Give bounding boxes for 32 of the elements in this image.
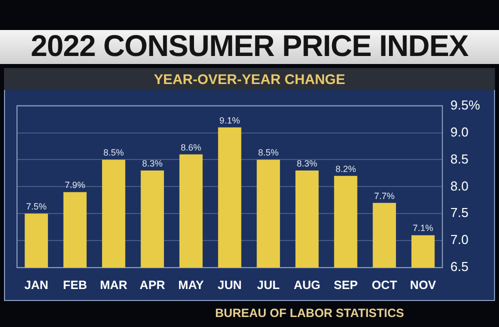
data-label: 9.1% xyxy=(219,115,240,126)
y-tick-label: 7.0 xyxy=(450,232,468,248)
x-tick-label: SEP xyxy=(334,278,358,292)
x-tick-label: NOV xyxy=(410,278,436,292)
data-label: 8.2% xyxy=(335,164,356,174)
x-tick-label: APR xyxy=(140,278,166,292)
data-label: 7.5% xyxy=(26,202,47,212)
data-label: 8.3% xyxy=(142,158,163,169)
y-tick-label: 6.5 xyxy=(450,259,468,274)
chart-title: 2022 CONSUMER PRICE INDEX xyxy=(0,30,499,64)
y-tick-label: 7.5 xyxy=(450,205,468,220)
data-label: 7.9% xyxy=(64,180,86,190)
data-label: 8.5% xyxy=(258,148,279,158)
y-tick-label: 8.5 xyxy=(450,151,468,166)
text: BUREAU OF LABOR STATISTICS xyxy=(214,305,405,322)
x-tick-label: JUN xyxy=(218,278,242,292)
data-label: 8.6% xyxy=(180,142,202,152)
chart-subtitle: YEAR-OVER-YEAR CHANGE xyxy=(4,68,495,90)
data-label: 7.1% xyxy=(412,223,434,234)
x-tick-label: MAY xyxy=(178,278,204,292)
y-tick-label: 8.0 xyxy=(450,178,468,194)
data-label: 8.5% xyxy=(103,148,124,158)
x-tick-label: OCT xyxy=(372,278,398,292)
x-tick-label: FEB xyxy=(63,278,88,292)
data-label: 8.3% xyxy=(296,158,318,169)
y-tick-label: 9.5% xyxy=(450,97,480,112)
x-tick-label: MAR xyxy=(100,278,128,292)
x-tick-label: AUG xyxy=(294,278,320,292)
data-label: 7.7% xyxy=(374,190,395,201)
y-tick-label: 9.0 xyxy=(450,124,468,140)
x-tick-label: JUL xyxy=(257,278,280,292)
x-tick-label: JAN xyxy=(24,278,48,292)
